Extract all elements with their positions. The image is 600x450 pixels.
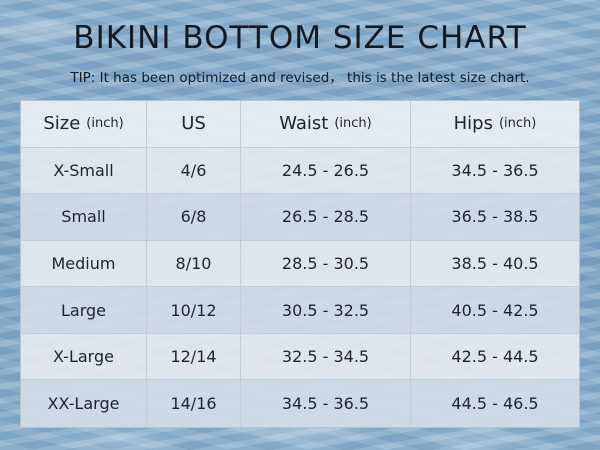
cell-hips: 40.5 - 42.5 (411, 287, 579, 334)
header-hips-label: Hips (453, 113, 493, 135)
cell-us: 4/6 (147, 147, 241, 195)
header-waist: Waist (inch) (241, 101, 411, 148)
cell-waist: 26.5 - 28.5 (241, 194, 411, 241)
tip-note: TIP: It has been optimized and revised， … (70, 70, 530, 86)
header-waist-unit: (inch) (334, 116, 372, 132)
cell-size: Small (21, 194, 147, 241)
header-us-label: US (181, 113, 206, 135)
cell-us: 14/16 (147, 380, 241, 427)
cell-waist: 32.5 - 34.5 (241, 333, 411, 381)
cell-size: Medium (21, 240, 147, 288)
cell-us: 6/8 (147, 194, 241, 241)
cell-hips: 38.5 - 40.5 (411, 240, 579, 288)
header-size-unit: (inch) (86, 116, 124, 132)
cell-hips: 34.5 - 36.5 (411, 147, 579, 195)
header-us: US (147, 101, 241, 148)
cell-us: 8/10 (147, 240, 241, 288)
cell-hips: 44.5 - 46.5 (411, 380, 579, 427)
header-size: Size (inch) (21, 101, 147, 148)
cell-size: X-Large (21, 333, 147, 381)
cell-hips: 36.5 - 38.5 (411, 194, 579, 241)
cell-hips: 42.5 - 44.5 (411, 333, 579, 381)
header-size-label: Size (43, 113, 81, 135)
cell-waist: 34.5 - 36.5 (241, 380, 411, 427)
cell-size: XX-Large (21, 380, 147, 427)
cell-waist: 24.5 - 26.5 (241, 147, 411, 195)
cell-waist: 28.5 - 30.5 (241, 240, 411, 288)
cell-us: 10/12 (147, 287, 241, 334)
cell-waist: 30.5 - 32.5 (241, 287, 411, 334)
header-hips: Hips (inch) (411, 101, 579, 148)
cell-us: 12/14 (147, 333, 241, 381)
cell-size: X-Small (21, 147, 147, 195)
header-waist-label: Waist (279, 113, 329, 135)
page-title: BIKINI BOTTOM SIZE CHART (73, 20, 527, 56)
header-hips-unit: (inch) (498, 116, 537, 132)
cell-size: Large (21, 287, 147, 334)
size-table: Size (inch) US Waist (inch) Hips (inch) … (20, 100, 580, 428)
